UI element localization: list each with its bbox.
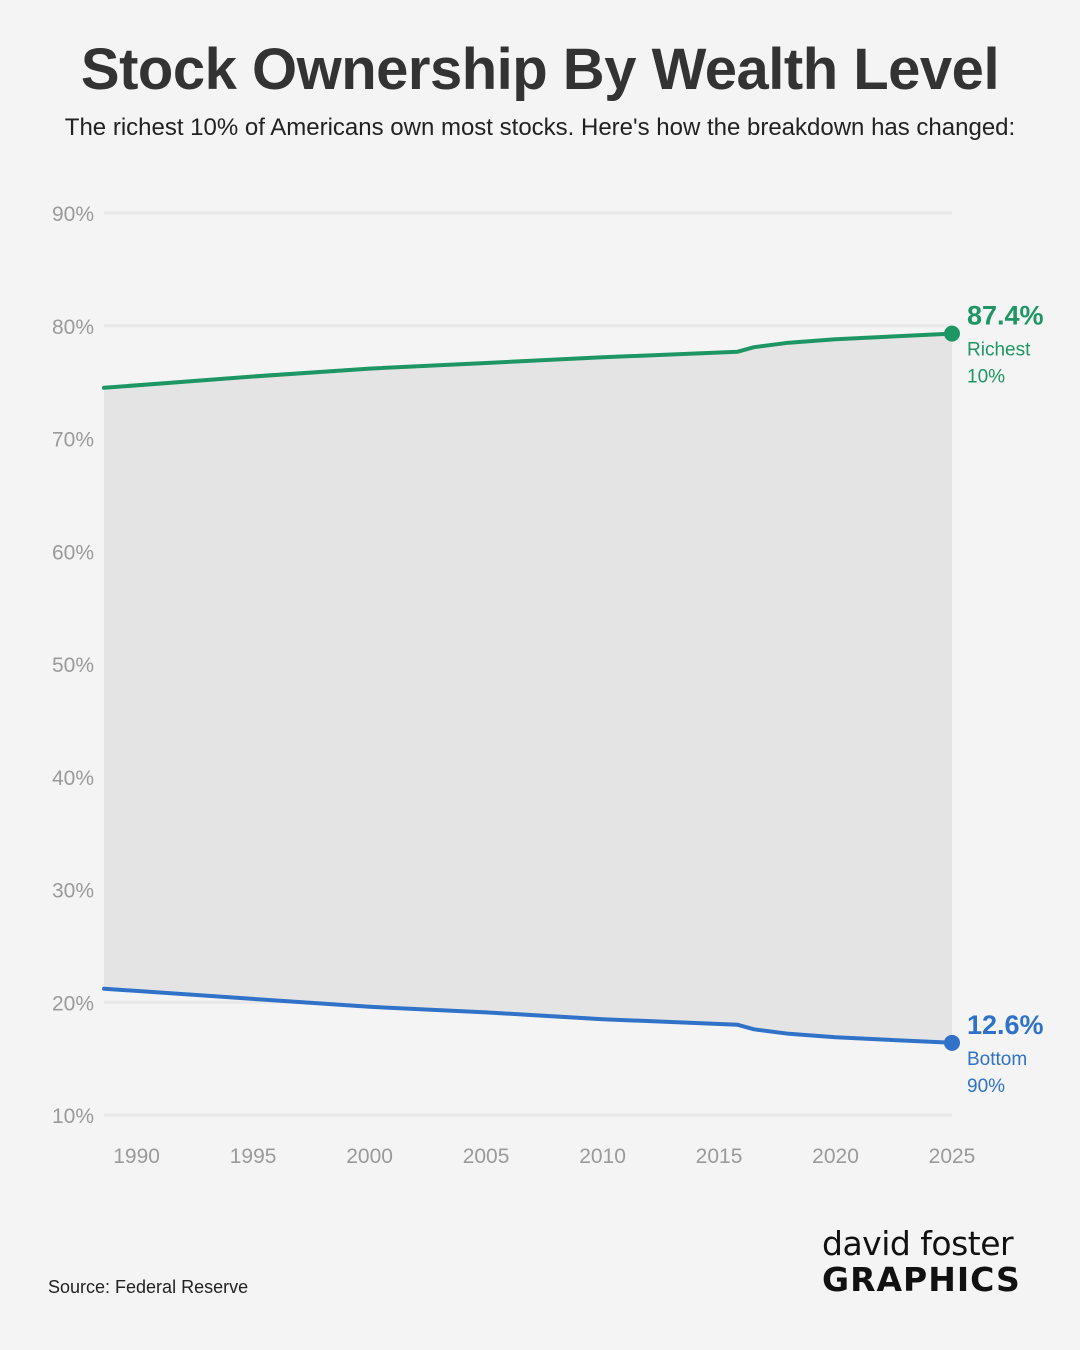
y-tick-label: 70% bbox=[52, 429, 94, 452]
end-point-bottom bbox=[944, 1034, 960, 1051]
y-tick-label: 80% bbox=[52, 316, 94, 339]
series-line-richest bbox=[102, 331, 954, 390]
series-line-bottom bbox=[102, 986, 954, 1045]
y-tick-label: 30% bbox=[52, 880, 94, 903]
x-axis-ticks: 1990 1995 2000 2005 2010 2015 2020 2025 bbox=[113, 1145, 975, 1168]
y-tick-label: 20% bbox=[52, 992, 94, 1015]
page-title: Stock Ownership By Wealth Level bbox=[80, 37, 1000, 102]
series-label-bottom-line2: 90% bbox=[967, 1076, 1005, 1097]
end-value-label-bottom: 12.6% bbox=[967, 1010, 1044, 1040]
end-labels: 87.4% Richest 10% 12.6% Bottom 90% bbox=[967, 301, 1044, 1097]
x-tick-label: 2015 bbox=[696, 1145, 743, 1168]
x-tick-label: 2025 bbox=[929, 1145, 976, 1168]
logo-text-line1: david foster bbox=[822, 1224, 1014, 1263]
y-tick-label: 50% bbox=[52, 654, 94, 677]
x-tick-label: 1990 bbox=[113, 1145, 160, 1168]
x-tick-label: 2005 bbox=[463, 1145, 510, 1168]
logo-text-line2: GRAPHICS bbox=[822, 1260, 1021, 1299]
page-subtitle: The richest 10% of Americans own most st… bbox=[64, 114, 1016, 141]
y-tick-label: 40% bbox=[52, 767, 94, 790]
y-tick-label: 90% bbox=[52, 203, 94, 226]
brand-logo: david foster GRAPHICS bbox=[822, 1226, 1032, 1298]
series-label-bottom: Bottom bbox=[967, 1049, 1027, 1070]
x-tick-label: 1995 bbox=[230, 1145, 277, 1168]
series-label-richest: Richest bbox=[967, 340, 1031, 361]
y-tick-label: 60% bbox=[52, 541, 94, 564]
series-lines bbox=[102, 325, 960, 1051]
x-tick-label: 2000 bbox=[346, 1145, 393, 1168]
end-value-label-richest: 87.4% bbox=[967, 301, 1044, 331]
x-tick-label: 2010 bbox=[579, 1145, 626, 1168]
y-tick-label: 10% bbox=[52, 1105, 94, 1128]
series-label-richest-line2: 10% bbox=[967, 367, 1005, 388]
x-tick-label: 2020 bbox=[812, 1145, 859, 1168]
end-point-richest bbox=[944, 325, 960, 342]
y-axis-ticks: 10% 20% 30% 40% 50% 60% 70% 80% 90% bbox=[52, 203, 94, 1128]
source-note: Source: Federal Reserve bbox=[48, 1277, 249, 1297]
area-between-series bbox=[104, 333, 952, 1043]
